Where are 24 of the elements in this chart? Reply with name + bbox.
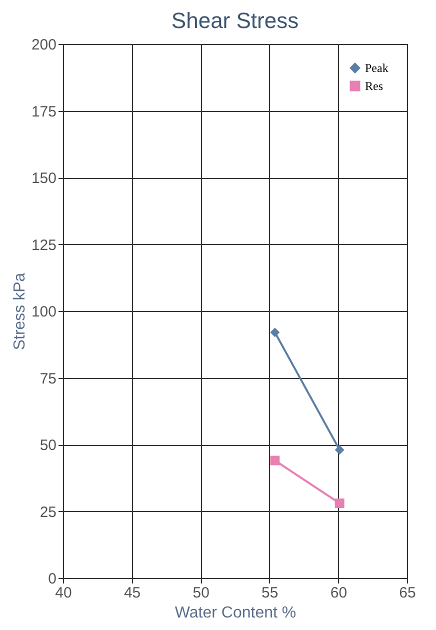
y-tick-label: 175 xyxy=(31,103,56,120)
x-tick-label: 65 xyxy=(399,584,416,602)
x-tick-label: 55 xyxy=(262,584,278,602)
x-tick-label: 60 xyxy=(330,584,348,602)
point xyxy=(270,456,280,466)
legend-label: Peak xyxy=(365,61,388,75)
point xyxy=(334,445,344,455)
y-tick-label: 25 xyxy=(40,504,56,521)
x-tick-label: 40 xyxy=(55,584,72,602)
x-axis-title: Water Content % xyxy=(174,604,296,622)
y-tick-label: 0 xyxy=(48,570,56,588)
x-tick-label: 50 xyxy=(192,584,210,602)
x-tick-label: 45 xyxy=(124,584,141,602)
point xyxy=(334,498,344,508)
y-tick-label: 50 xyxy=(40,437,56,454)
y-axis-title: Stress kPa xyxy=(11,272,28,350)
y-tick-label: 75 xyxy=(40,370,56,388)
point xyxy=(270,328,280,338)
y-tick-label: 200 xyxy=(31,36,56,54)
legend-label: Res xyxy=(365,79,384,93)
chart-title: Shear Stress xyxy=(171,8,299,33)
y-tick-label: 100 xyxy=(31,304,56,320)
y-tick-label: 125 xyxy=(31,236,56,254)
y-tick-label: 150 xyxy=(31,170,56,187)
